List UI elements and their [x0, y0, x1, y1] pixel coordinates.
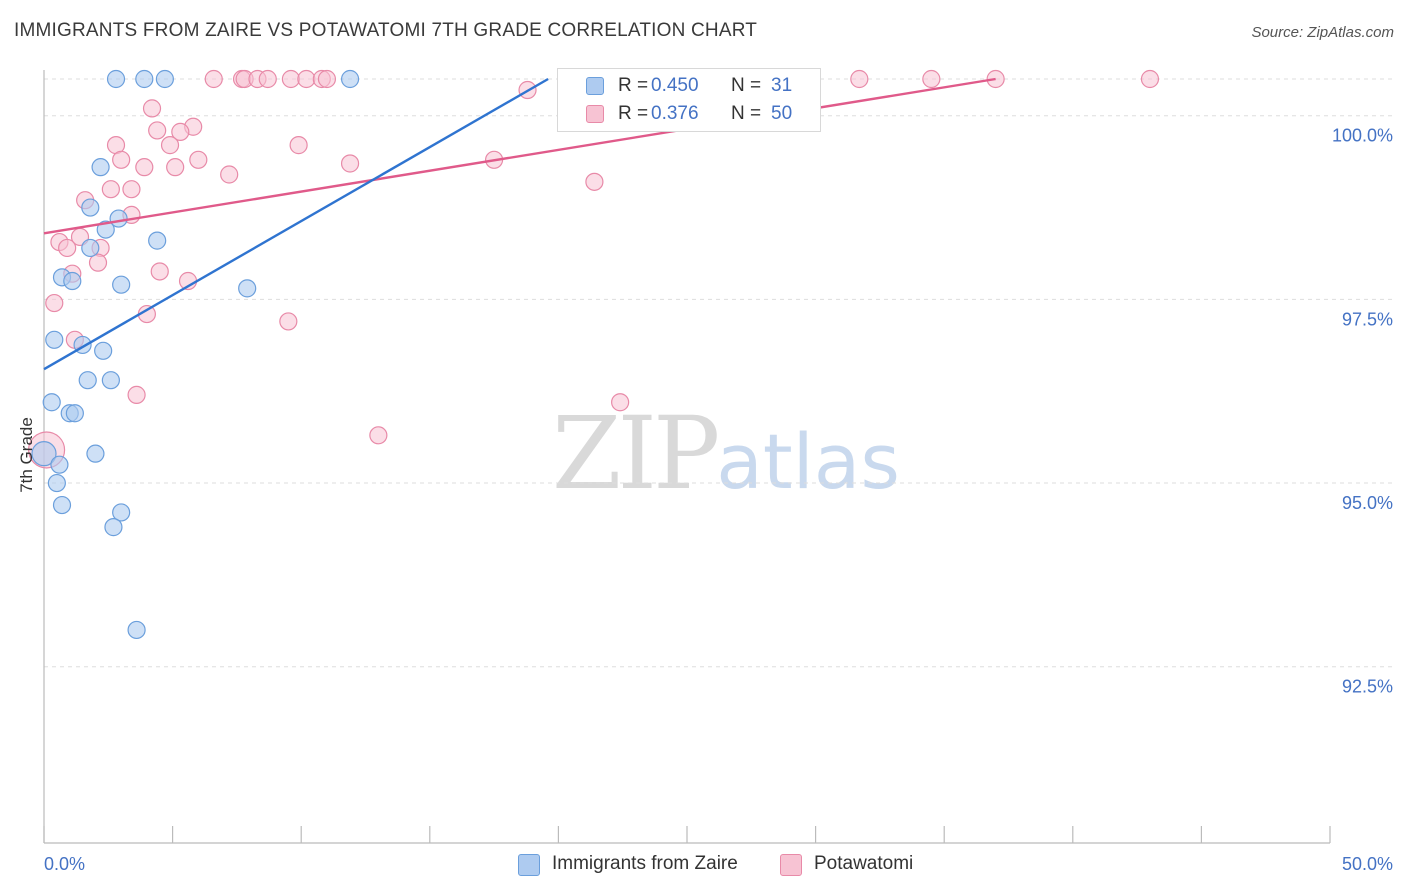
legend-label-potawatomi: Potawatomi — [814, 853, 914, 874]
zaire-point — [81, 198, 100, 217]
watermark-zip: ZIP — [552, 395, 720, 512]
potawatomi-point — [585, 172, 604, 191]
n-value: 31 — [771, 75, 793, 96]
potawatomi-point — [611, 393, 630, 412]
potawatomi-swatch — [586, 105, 604, 123]
x-tick-label-min: 0.0% — [44, 854, 85, 874]
zaire-point — [106, 69, 126, 89]
potawatomi-point — [281, 69, 301, 89]
series-legend: Immigrants from Zaire Potawatomi — [0, 852, 1406, 878]
potawatomi-point — [220, 165, 239, 184]
trend-lines — [43, 77, 996, 371]
zaire-point — [340, 69, 360, 89]
potawatomi-point — [204, 69, 223, 89]
potawatomi-point — [150, 262, 169, 281]
potawatomi-point — [317, 69, 337, 89]
zaire-point — [112, 503, 131, 522]
y-tick-label: 95.0% — [1342, 493, 1393, 513]
zaire-point — [78, 371, 97, 390]
potawatomi-point — [340, 154, 360, 173]
potawatomi-point — [122, 180, 141, 199]
zaire-legend-swatch — [518, 854, 540, 876]
grid-lines — [44, 78, 1392, 668]
zaire-point — [65, 404, 84, 423]
source-credit: Source: ZipAtlas.com — [1251, 24, 1394, 41]
zaire-point — [52, 495, 72, 515]
zaire-point — [63, 271, 82, 291]
zaire-point — [112, 275, 131, 294]
zaire-point — [96, 220, 115, 239]
potawatomi-point — [1140, 69, 1160, 89]
zaire-point — [94, 341, 113, 360]
potawatomi-point — [850, 69, 869, 89]
watermark-atlas: atlas — [716, 417, 900, 506]
potawatomi-point — [922, 69, 941, 89]
stats-row-zaire: R = 0.450 N = 31 — [558, 72, 820, 100]
y-tick-label: 100.0% — [1332, 126, 1393, 146]
chart-title: IMMIGRANTS FROM ZAIRE VS POTAWATOMI 7TH … — [14, 20, 758, 41]
zaire-point — [42, 393, 61, 412]
potawatomi-point — [166, 158, 185, 177]
n-label: N = — [731, 103, 762, 124]
zaire-point — [81, 238, 100, 258]
potawatomi-point — [45, 293, 64, 313]
zaire-point — [155, 69, 174, 89]
zaire-point — [31, 441, 57, 467]
stats-row-potawatomi: R = 0.376 N = 50 — [558, 100, 820, 128]
zaire-point — [45, 330, 64, 349]
potawatomi-point — [297, 69, 316, 89]
n-value: 50 — [771, 103, 793, 124]
potawatomi-point — [135, 158, 154, 177]
zaire-point — [104, 518, 123, 537]
stats-legend: R = 0.450 N = 31 R = 0.376 N = 50 — [557, 68, 821, 132]
potawatomi-point — [279, 312, 298, 331]
r-value: 0.450 — [651, 75, 699, 96]
potawatomi-point — [189, 150, 208, 169]
zaire-point — [47, 473, 66, 493]
axes — [43, 70, 1331, 844]
r-value: 0.376 — [651, 103, 699, 124]
legend-label-zaire: Immigrants from Zaire — [552, 853, 738, 874]
x-tick-label-max: 50.0% — [1342, 854, 1393, 874]
zaire-point — [127, 620, 146, 640]
potawatomi-point — [127, 385, 146, 404]
potawatomi-point — [171, 122, 190, 141]
potawatomi-legend-swatch — [780, 854, 802, 876]
potawatomi-point — [58, 238, 77, 258]
potawatomi-point — [112, 150, 131, 169]
potawatomi-point — [148, 121, 167, 140]
zaire-point — [148, 231, 167, 250]
zaire-point — [135, 69, 154, 89]
zaire-trend-line — [43, 77, 549, 371]
potawatomi-point — [289, 136, 308, 155]
potawatomi-trend-line — [43, 77, 996, 235]
potawatomi-point — [88, 253, 108, 272]
zaire-point — [50, 455, 69, 474]
n-label: N = — [731, 75, 762, 96]
y-axis-title: 7th Grade — [17, 417, 36, 493]
zaire-point — [101, 371, 120, 390]
zaire-point — [91, 158, 110, 177]
zaire-points — [31, 69, 730, 640]
r-label: R = — [618, 103, 649, 124]
y-tick-label: 97.5% — [1342, 309, 1393, 329]
potawatomi-point — [160, 136, 180, 155]
r-label: R = — [618, 75, 649, 96]
zaire-point — [238, 279, 257, 298]
potawatomi-point — [258, 69, 277, 89]
tick-labels: 100.0% 97.5% 95.0% 92.5% 0.0% 50.0% — [44, 126, 1393, 874]
zaire-swatch — [586, 77, 604, 95]
potawatomi-point — [369, 426, 388, 445]
zaire-point — [86, 444, 105, 463]
watermark: ZIPatlas — [552, 395, 900, 512]
y-tick-label: 92.5% — [1342, 677, 1393, 697]
potawatomi-point — [101, 180, 120, 199]
potawatomi-point — [142, 99, 162, 118]
